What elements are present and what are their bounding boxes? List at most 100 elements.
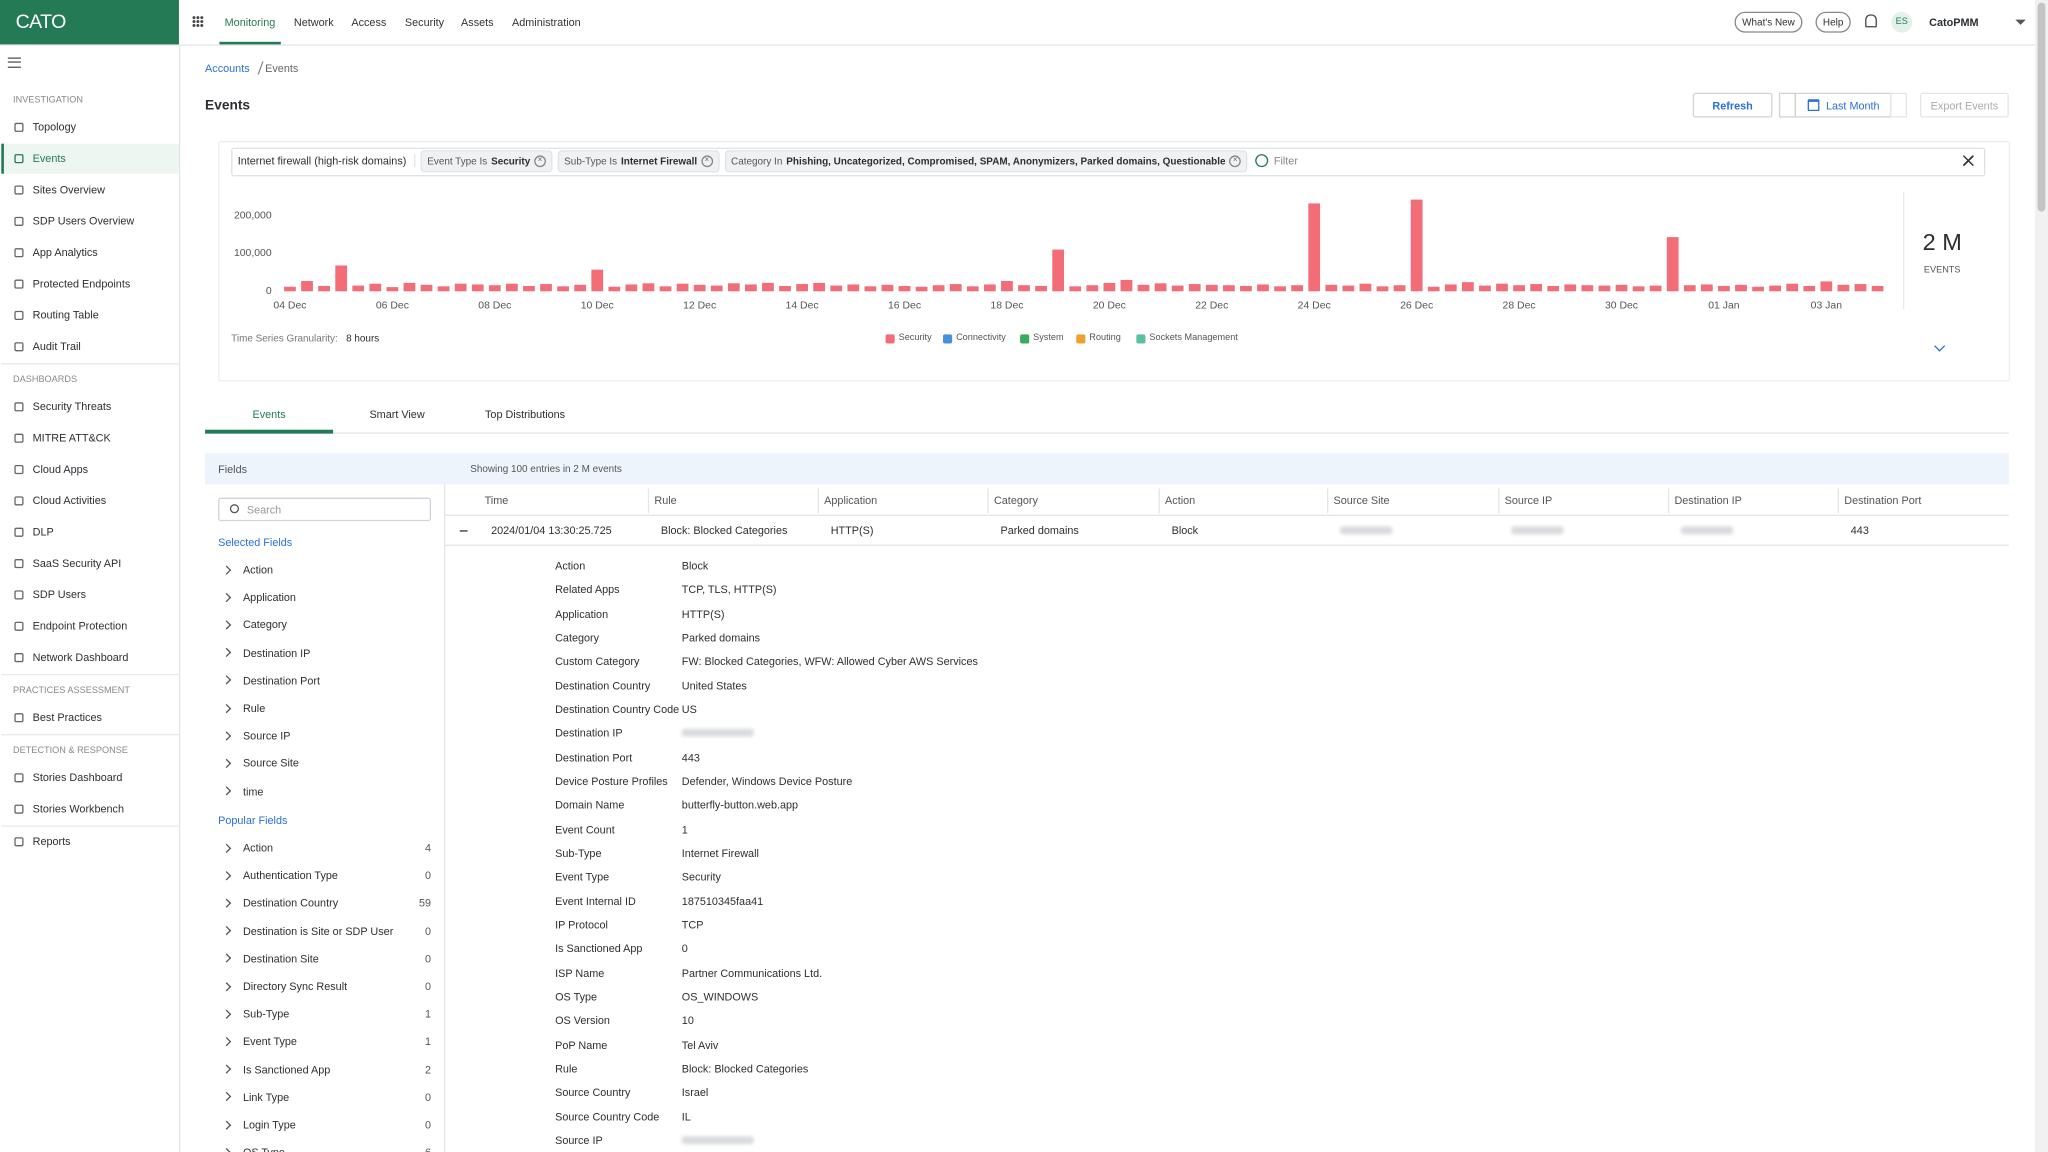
column-header[interactable]: Rule <box>654 493 677 507</box>
clear-filters[interactable] <box>1963 155 1974 166</box>
column-header[interactable]: Source IP <box>1504 493 1553 507</box>
field-name[interactable]: Event Type <box>242 1034 297 1049</box>
sidebar-item[interactable]: DLP <box>32 525 54 539</box>
menu-icon[interactable] <box>7 57 21 68</box>
field-name[interactable]: Action <box>242 841 274 855</box>
column-header[interactable]: Application <box>824 493 878 507</box>
sidebar-item[interactable]: Stories Dashboard <box>32 770 123 784</box>
field-chevron[interactable] <box>221 898 232 908</box>
field-search[interactable] <box>218 497 432 522</box>
pill-button[interactable] <box>1734 11 1803 33</box>
sidebar-item[interactable]: SaaS Security API <box>32 556 122 570</box>
field-chevron[interactable] <box>221 953 232 964</box>
nav-tab[interactable]: Monitoring <box>224 15 276 29</box>
field-chevron[interactable] <box>221 786 232 796</box>
field-name[interactable]: Action <box>242 562 274 576</box>
field-chevron[interactable] <box>221 981 232 991</box>
column-header[interactable]: Action <box>1165 493 1196 507</box>
sidebar-item[interactable]: Best Practices <box>32 710 102 724</box>
nav-tab[interactable]: Access <box>351 15 387 29</box>
column-header[interactable]: Category <box>993 493 1038 507</box>
sidebar-item[interactable]: Security Threats <box>32 399 112 413</box>
field-chevron[interactable] <box>221 1036 232 1047</box>
sidebar-item[interactable]: MITRE ATT&CK <box>32 431 111 445</box>
nav-tab[interactable]: Administration <box>511 15 581 29</box>
column-header[interactable]: Source Site <box>1333 493 1390 507</box>
field-name[interactable]: OS Type <box>243 1146 285 1152</box>
nav-tab[interactable]: Security <box>404 15 445 29</box>
field-chevron[interactable] <box>221 870 232 880</box>
view-tab[interactable]: Top Distributions <box>484 407 566 421</box>
export-button[interactable] <box>1919 92 2009 118</box>
legend-checkbox[interactable] <box>1136 333 1146 343</box>
view-tab[interactable]: Smart View <box>369 407 425 421</box>
field-chevron[interactable] <box>221 620 232 630</box>
table-row[interactable] <box>445 516 2009 546</box>
sidebar-item[interactable]: Cloud Apps <box>32 462 89 476</box>
field-name[interactable]: Destination IP <box>242 645 311 660</box>
sidebar-item[interactable]: Routing Table <box>32 308 99 322</box>
field-chevron[interactable] <box>221 1119 232 1130</box>
field-name[interactable]: Directory Sync Result <box>242 979 348 993</box>
field-chevron[interactable] <box>221 1147 232 1152</box>
scrollbar[interactable] <box>2034 0 2048 1152</box>
field-name[interactable]: Rule <box>242 701 266 715</box>
sidebar-item[interactable]: Network Dashboard <box>32 650 129 664</box>
filter-input[interactable]: Filter <box>1273 154 1298 168</box>
field-chevron[interactable] <box>221 703 232 713</box>
prev-range[interactable] <box>1778 92 1796 118</box>
field-name[interactable]: Destination Site <box>242 951 319 965</box>
field-name[interactable]: Destination is Site or SDP User <box>242 924 394 938</box>
sidebar-item[interactable]: Topology <box>32 120 77 134</box>
filter-chip[interactable]: Category In Phishing, Uncategorized, Comp… <box>724 149 1248 172</box>
field-chevron[interactable] <box>221 758 232 768</box>
next-range[interactable] <box>1889 92 1907 118</box>
legend-checkbox[interactable] <box>885 333 895 343</box>
sidebar-item[interactable]: Cloud Activities <box>32 493 107 507</box>
field-name[interactable]: Category <box>242 618 287 632</box>
field-chevron[interactable] <box>221 843 232 853</box>
field-name[interactable]: Login Type <box>242 1118 296 1132</box>
nav-tab[interactable]: Network <box>293 15 334 29</box>
collapse-row[interactable] <box>459 530 468 532</box>
bell-icon[interactable] <box>1865 14 1877 28</box>
field-name[interactable]: Destination Port <box>242 673 321 687</box>
field-chevron[interactable] <box>221 592 232 602</box>
pill-button[interactable] <box>1815 11 1851 33</box>
legend-checkbox[interactable] <box>943 333 953 343</box>
field-chevron[interactable] <box>221 675 232 685</box>
sidebar-item[interactable]: Sites Overview <box>32 182 105 196</box>
field-chevron[interactable] <box>221 730 232 741</box>
field-chevron[interactable] <box>221 647 232 658</box>
legend-checkbox[interactable] <box>1076 333 1086 343</box>
column-header[interactable]: Destination IP <box>1674 493 1742 507</box>
field-name[interactable]: Source Site <box>242 756 299 770</box>
view-tab[interactable]: Events <box>252 407 286 421</box>
field-name[interactable]: Link Type <box>242 1090 290 1104</box>
column-header[interactable]: Destination Port <box>1844 493 1922 507</box>
field-chevron[interactable] <box>221 926 232 936</box>
refresh-button[interactable] <box>1692 92 1773 118</box>
chip-remove[interactable]: × <box>534 154 546 167</box>
sidebar-item[interactable]: App Analytics <box>32 245 98 259</box>
sidebar-item[interactable]: Stories Workbench <box>32 801 125 816</box>
field-chevron[interactable] <box>221 1064 232 1074</box>
sidebar-item[interactable]: Reports <box>32 834 71 848</box>
column-header[interactable]: Time <box>484 493 509 507</box>
field-name[interactable]: time <box>242 784 264 798</box>
field-chevron[interactable] <box>221 1092 232 1102</box>
field-chevron[interactable] <box>221 1009 232 1019</box>
field-name[interactable]: Is Sanctioned App <box>242 1062 331 1076</box>
filter-chip[interactable]: Sub-Type Is Internet Firewall × <box>557 149 720 172</box>
filter-chip[interactable]: Event Type Is Security × <box>420 149 553 172</box>
legend-checkbox[interactable] <box>1020 333 1030 343</box>
field-name[interactable]: Application <box>242 590 296 604</box>
apps-icon[interactable] <box>191 15 204 28</box>
sidebar-item[interactable]: SDP Users <box>32 587 87 601</box>
add-filter-icon[interactable] <box>1255 154 1269 168</box>
field-name[interactable]: Sub-Type <box>242 1007 290 1021</box>
sidebar-item[interactable]: Events <box>32 151 66 165</box>
chip-remove[interactable]: × <box>701 154 713 167</box>
field-name[interactable]: Source IP <box>242 729 291 743</box>
field-name[interactable]: Authentication Type <box>242 868 338 882</box>
